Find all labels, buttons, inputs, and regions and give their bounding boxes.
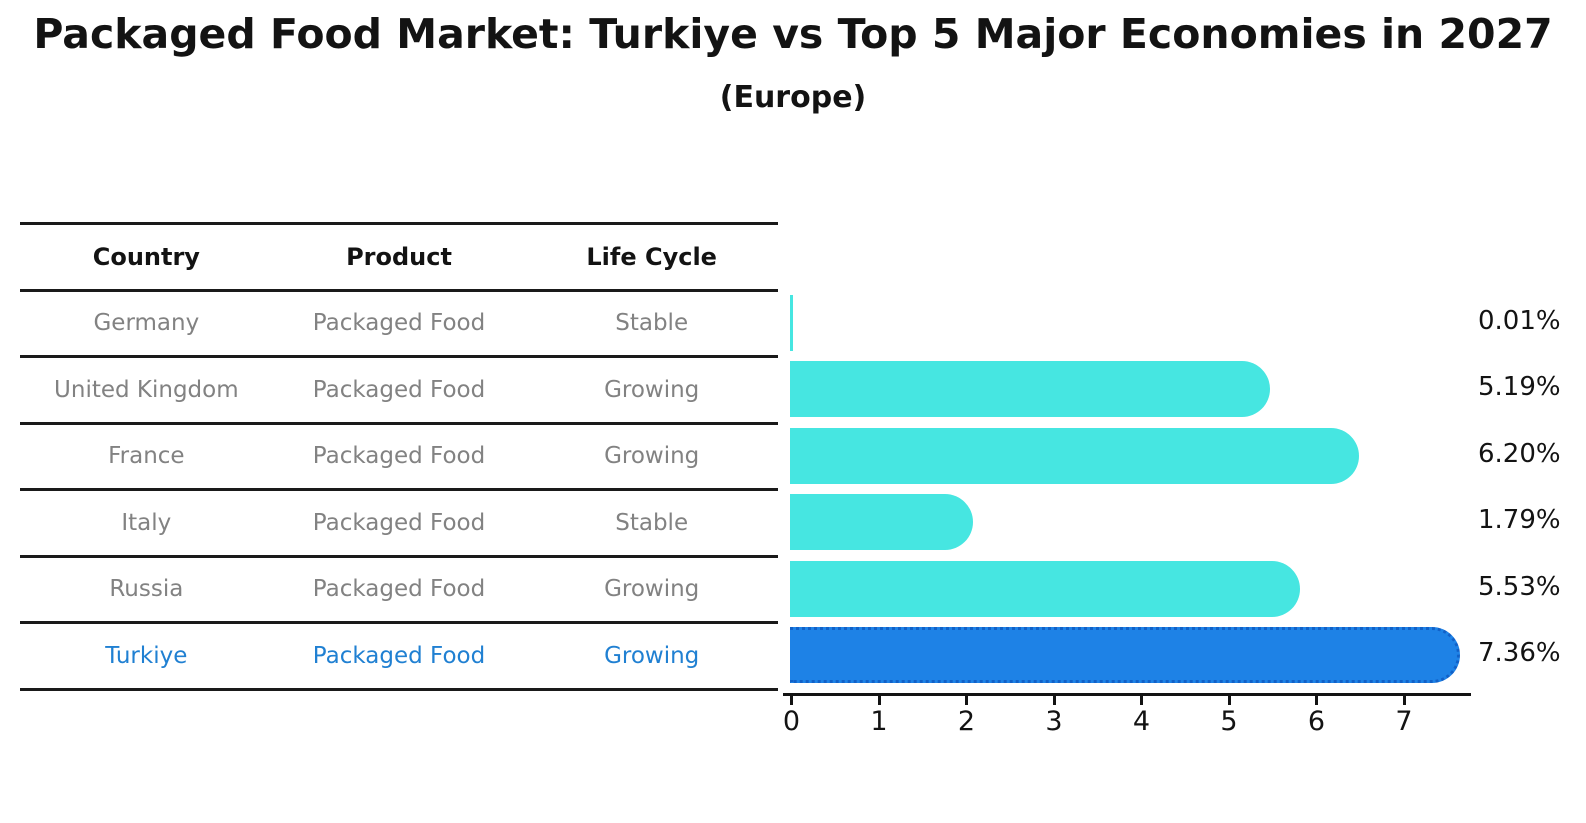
- table-header-row: Country Product Life Cycle: [20, 225, 778, 292]
- x-tick-mark-3: [1052, 696, 1056, 705]
- table-row-united-kingdom: United Kingdom Packaged Food Growing: [20, 358, 778, 425]
- x-tick-label-7: 7: [1395, 706, 1413, 737]
- column-header-life-cycle: Life Cycle: [586, 242, 717, 271]
- value-label-russia: 5.53%: [1478, 571, 1561, 602]
- cell-product: Packaged Food: [312, 443, 486, 470]
- column-header-product: Product: [346, 242, 452, 271]
- value-label-united-kingdom: 5.19%: [1478, 372, 1561, 402]
- chart-subtitle: (Europe): [719, 80, 867, 115]
- cell-country: United Kingdom: [54, 376, 239, 403]
- chart-title: Packaged Food Market: Turkiye vs Top 5 M…: [33, 10, 1553, 58]
- bar-turkiye: [790, 627, 1460, 683]
- bar-france: [790, 427, 1359, 484]
- x-tick-mark-6: [1315, 696, 1318, 705]
- cell-life-cycle: Growing: [604, 376, 700, 403]
- table-row-germany: Germany Packaged Food Stable: [20, 292, 778, 358]
- cell-product: Packaged Food: [312, 642, 486, 669]
- cell-life-cycle: Stable: [615, 509, 689, 536]
- x-tick-label-1: 1: [870, 706, 888, 737]
- bar-germany: [790, 294, 793, 351]
- x-tick-label-3: 3: [1045, 706, 1063, 737]
- cell-product: Packaged Food: [312, 509, 486, 536]
- value-label-france: 6.20%: [1478, 438, 1561, 469]
- cell-product: Packaged Food: [312, 576, 486, 603]
- table-row-france: France Packaged Food Growing: [20, 425, 778, 491]
- cell-life-cycle: Growing: [604, 576, 700, 603]
- cell-country: France: [108, 443, 185, 470]
- cell-life-cycle: Stable: [615, 310, 689, 337]
- table-row-russia: Russia Packaged Food Growing: [20, 558, 778, 624]
- value-label-italy: 1.79%: [1478, 505, 1561, 535]
- bar-united-kingdom: [790, 361, 1271, 417]
- table-body: Germany Packaged Food Stable United Kingdom…: [20, 292, 778, 691]
- x-tick-label-0: 0: [782, 706, 801, 737]
- cell-life-cycle: Growing: [604, 443, 700, 470]
- cell-product: Packaged Food: [312, 376, 486, 403]
- x-axis-line: [783, 693, 1471, 696]
- x-tick-mark-2: [965, 696, 968, 705]
- x-tick-mark-1: [877, 696, 881, 705]
- bar-russia: [790, 560, 1300, 617]
- bar-italy: [790, 494, 973, 550]
- x-tick-label-4: 4: [1132, 706, 1151, 737]
- cell-country: Italy: [121, 509, 172, 536]
- cell-product: Packaged Food: [312, 310, 486, 337]
- x-tick-label-2: 2: [957, 706, 976, 737]
- value-label-germany: 0.01%: [1478, 305, 1561, 336]
- country-table: Country Product Life Cycle Germany Packag…: [20, 222, 778, 691]
- table-row-italy: Italy Packaged Food Stable: [20, 491, 778, 558]
- cell-country: Russia: [109, 576, 184, 603]
- x-tick-label-5: 5: [1220, 706, 1238, 737]
- x-tick-mark-0: [790, 696, 793, 705]
- x-tick-mark-7: [1402, 696, 1406, 705]
- x-tick-mark-5: [1227, 696, 1231, 705]
- table-row-turkiye: Turkiye Packaged Food Growing: [20, 624, 778, 691]
- x-tick-label-6: 6: [1307, 706, 1326, 737]
- cell-country: Germany: [93, 310, 200, 337]
- column-header-country: Country: [92, 242, 200, 271]
- cell-country: Turkiye: [105, 642, 188, 669]
- x-tick-mark-4: [1140, 696, 1143, 705]
- value-label-turkiye: 7.36%: [1478, 638, 1561, 668]
- cell-life-cycle: Growing: [604, 642, 700, 669]
